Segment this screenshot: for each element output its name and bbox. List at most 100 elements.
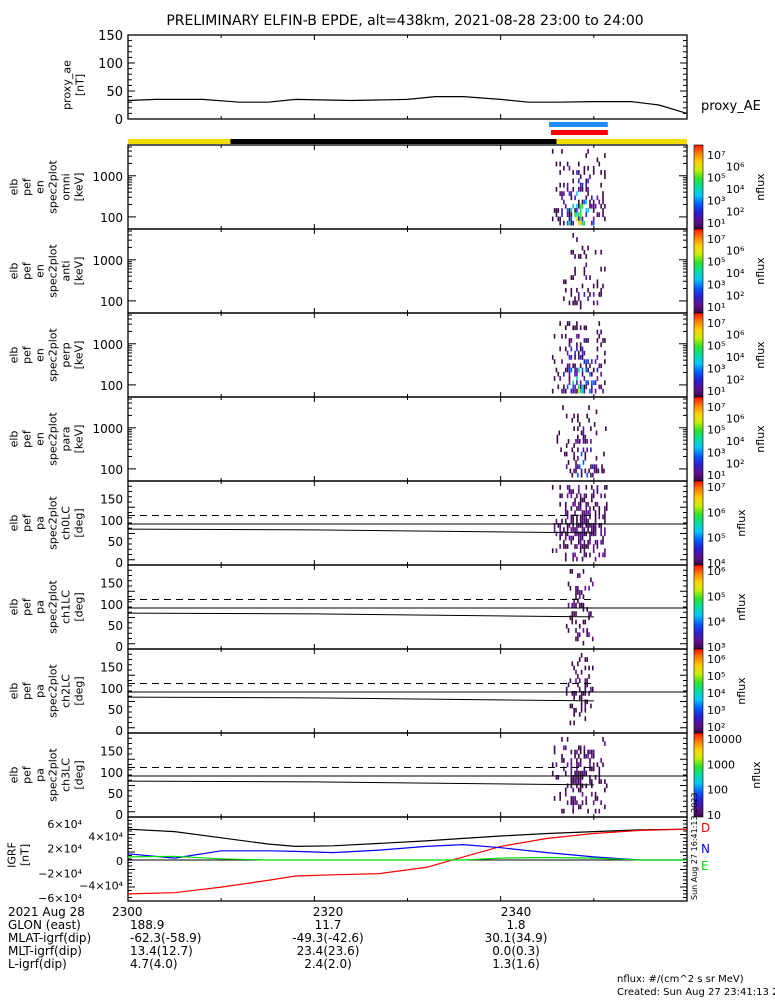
spectrogram-cell [573, 695, 575, 700]
spectrogram-cell [566, 527, 569, 532]
spectrogram-cell [594, 523, 597, 528]
spectrogram-cell [596, 796, 599, 801]
y-tick-label: 50 [108, 703, 123, 717]
spectrogram-cell [587, 539, 589, 545]
spectrogram-cell [581, 388, 584, 394]
orbit-segment [230, 139, 557, 144]
colorbar-tick-label: 10³ [707, 446, 725, 459]
spectrogram-cell [566, 762, 569, 768]
spectrogram-cell [572, 501, 575, 507]
spectrogram-cell [564, 346, 567, 352]
spectrogram-cell [576, 518, 578, 524]
spectrogram-cell [573, 712, 575, 717]
spectrogram-cell [566, 161, 569, 167]
spectrogram-cell [602, 208, 604, 213]
spectrogram-cell [600, 523, 602, 528]
spectrogram-cell [586, 678, 588, 684]
spectrogram-cell [592, 493, 595, 499]
spectrogram-cell [571, 611, 574, 616]
spectrogram-cell [575, 669, 577, 675]
spectrogram-cell [559, 531, 561, 537]
spectrogram-cell [567, 682, 570, 688]
spectrogram-panels: 1001000elbpefenspec2plotomni[keV]10¹10²1… [8, 144, 767, 822]
spectrogram-cell [598, 506, 601, 511]
spectrogram-frame [127, 228, 688, 314]
spectrogram-cell [564, 544, 567, 549]
spectrogram-cell [561, 808, 563, 814]
ephemeris-label: 2021 Aug 28 [8, 905, 85, 919]
spectrogram-cell [578, 712, 581, 717]
spectrogram-cell [594, 808, 597, 814]
spectrogram-cell [563, 279, 565, 285]
spectrogram-cell [576, 556, 578, 562]
spectrogram-cell [591, 472, 594, 478]
spectrogram-cell [561, 195, 563, 201]
spectrogram-cell [594, 775, 597, 780]
spectrogram-cell [585, 506, 588, 511]
spectrogram-cell [585, 367, 588, 373]
y-axis-label: elbpefenspec2plotanti[keV] [8, 244, 86, 298]
spectrogram-cell [574, 531, 576, 537]
spectrogram-cell [588, 615, 590, 621]
spectrogram-cell [600, 203, 602, 209]
spectrogram-cell [568, 363, 571, 369]
spectrogram-cell [563, 220, 565, 226]
spectrogram-cell [579, 745, 582, 751]
y-tick-label: 1000 [92, 338, 123, 352]
spectrogram-cell [575, 590, 577, 595]
y-axis-label: elbpefenspec2plotperp[keV] [8, 328, 86, 382]
spectrogram-cell [594, 501, 597, 507]
spectrogram-cell [579, 182, 582, 188]
y-axis-label-line: elb [8, 347, 21, 364]
spectrogram-cell [561, 758, 563, 763]
spectrogram-cell [579, 783, 582, 789]
spectrogram-cell [584, 678, 587, 684]
spectrogram-cell [583, 359, 586, 364]
spectrogram-cell [578, 602, 581, 608]
spectrogram-cell [579, 762, 582, 768]
spectrogram-cell [559, 493, 561, 499]
colorbar-tick-label: 10³ [707, 278, 725, 291]
spectrogram-cell [562, 405, 564, 410]
ephemeris-value: 1.3(1.6) [492, 957, 540, 971]
spectrogram-cell [585, 770, 588, 776]
spectrogram-cell [566, 523, 569, 528]
spectrogram-cell [603, 468, 605, 474]
spectrogram-cell [604, 493, 606, 499]
spectrogram-cell [585, 212, 588, 218]
igrf-legend-N: N [701, 842, 710, 856]
spectrogram-cell [579, 208, 582, 213]
spectrogram-cell [551, 770, 554, 776]
spectrogram-cell [596, 762, 599, 768]
spectrogram-cell [596, 300, 599, 306]
spectrogram-cell [577, 585, 579, 591]
spectrogram-cell [600, 371, 602, 377]
ephemeris-value: 188.9 [130, 918, 165, 932]
spectrogram-cell [555, 187, 558, 192]
colorbar-tick-label: 10⁵ [707, 340, 725, 353]
spectrogram-cell [591, 371, 593, 377]
spectrogram-cell [568, 338, 571, 343]
colorbar-tick-label: 10² [726, 206, 744, 219]
spectrogram-cell [580, 691, 583, 696]
colorbar-tick-label: 10⁴ [726, 183, 745, 196]
spectrogram-cell [580, 653, 583, 658]
spectrogram-cell [574, 355, 576, 360]
spectrogram-cell [577, 598, 579, 604]
spectrogram-cell [555, 531, 558, 537]
spectrogram-cell [584, 585, 587, 591]
spectrogram-cell [585, 363, 588, 369]
spectrogram-cell [559, 535, 561, 541]
y-tick-label: 1000 [92, 170, 123, 184]
spectrogram-cell [559, 321, 561, 326]
colorbar-tick-label: 10⁵ [707, 172, 725, 185]
spectrogram-cell [572, 203, 575, 209]
spectrogram-cell [561, 493, 563, 499]
y-axis-label-line: pa [34, 600, 47, 614]
spectrogram-cell [600, 363, 602, 369]
spectrogram-cell [577, 632, 579, 638]
spectrogram-cell [600, 800, 602, 806]
spectrogram-cell [591, 497, 593, 503]
spectrogram-cell [578, 623, 581, 629]
spectrogram-cell [575, 619, 577, 625]
